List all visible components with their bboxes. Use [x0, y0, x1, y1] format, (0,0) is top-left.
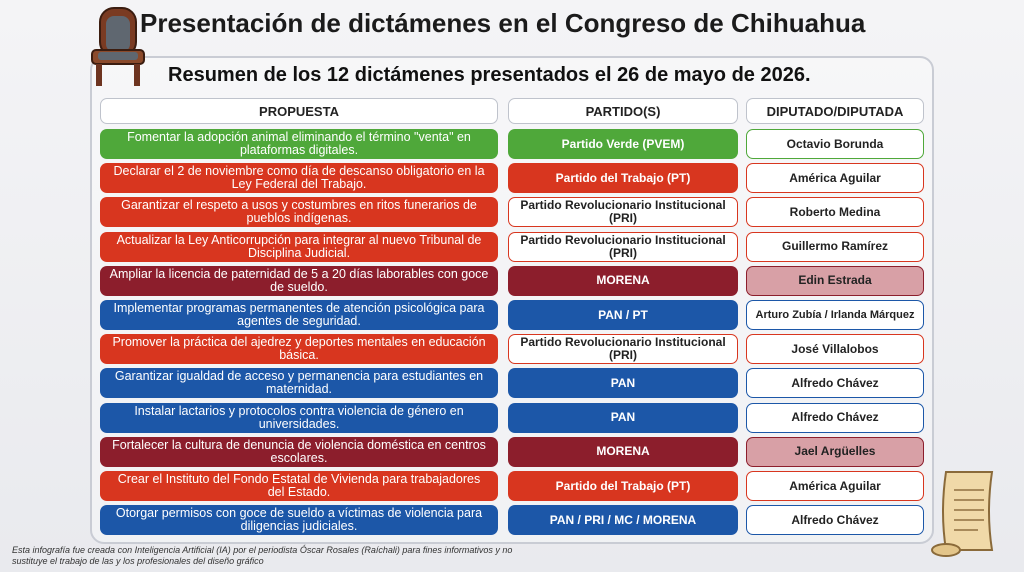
- deputy-cell: Alfredo Chávez: [746, 368, 924, 399]
- party-cell: Partido Revolucionario Institucional (PR…: [508, 197, 738, 228]
- scroll-icon: [931, 471, 994, 557]
- proposal-cell: Fomentar la adopción animal eliminando e…: [100, 129, 498, 159]
- proposal-cell: Fortalecer la cultura de denuncia de vio…: [100, 436, 498, 467]
- proposal-header: PROPUESTA: [100, 98, 498, 124]
- party-header: PARTIDO(S): [508, 98, 738, 124]
- party-cell: Partido Revolucionario Institucional (PR…: [508, 231, 738, 262]
- party-cell: PAN / PT: [508, 300, 738, 330]
- deputy-cell: Alfredo Chávez: [746, 505, 924, 536]
- subtitle: Resumen de los 12 dictámenes presentados…: [168, 64, 811, 86]
- deputy-cell: Alfredo Chávez: [746, 402, 924, 433]
- party-cell: Partido Verde (PVEM): [508, 129, 738, 159]
- party-cell: Partido Revolucionario Institucional (PR…: [508, 334, 738, 365]
- title: Presentación de dictámenes en el Congres…: [140, 8, 866, 38]
- proposal-cell: Ampliar la licencia de paternidad de 5 a…: [100, 265, 498, 296]
- proposal-cell: Otorgar permisos con goce de sueldo a ví…: [100, 505, 498, 536]
- deputy-header: DIPUTADO/DIPUTADA: [746, 98, 924, 124]
- proposal-cell: Instalar lactarios y protocolos contra v…: [100, 402, 498, 433]
- footer-note: Esta infografía fue creada con Inteligen…: [12, 545, 513, 566]
- proposal-cell: Crear el Instituto del Fondo Estatal de …: [100, 471, 498, 501]
- deputy-cell: América Aguilar: [746, 163, 924, 194]
- party-cell: Partido del Trabajo (PT): [508, 471, 738, 501]
- party-cell: PAN / PRI / MC / MORENA: [508, 505, 738, 536]
- deputy-cell: Roberto Medina: [746, 197, 924, 228]
- proposal-cell: Declarar el 2 de noviembre como día de d…: [100, 163, 498, 194]
- party-cell: MORENA: [508, 265, 738, 296]
- party-cell: Partido del Trabajo (PT): [508, 163, 738, 194]
- chair-icon: [91, 7, 145, 86]
- proposal-cell: Promover la práctica del ajedrez y depor…: [100, 334, 498, 365]
- proposal-cell: Implementar programas permanentes de ate…: [100, 300, 498, 330]
- deputy-cell: Guillermo Ramírez: [746, 231, 924, 262]
- party-cell: PAN: [508, 402, 738, 433]
- party-cell: MORENA: [508, 436, 738, 467]
- proposal-cell: Garantizar igualdad de acceso y permanen…: [100, 368, 498, 399]
- party-cell: PAN: [508, 368, 738, 399]
- deputy-cell: Edin Estrada: [746, 265, 924, 296]
- deputy-cell: América Aguilar: [746, 471, 924, 501]
- deputy-cell: Arturo Zubía / Irlanda Márquez: [746, 300, 924, 330]
- deputy-cell: Jael Argüelles: [746, 436, 924, 467]
- proposal-cell: Actualizar la Ley Anticorrupción para in…: [100, 231, 498, 262]
- deputy-cell: José Villalobos: [746, 334, 924, 365]
- proposal-cell: Garantizar el respeto a usos y costumbre…: [100, 197, 498, 228]
- deputy-cell: Octavio Borunda: [746, 129, 924, 159]
